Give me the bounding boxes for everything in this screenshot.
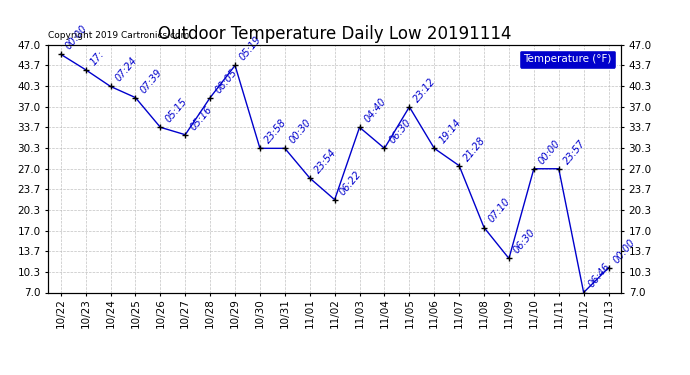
- Text: 05:19: 05:19: [238, 34, 264, 63]
- Text: 07:24: 07:24: [113, 56, 139, 84]
- Text: 23:58: 23:58: [263, 117, 288, 146]
- Text: 00:00: 00:00: [611, 237, 637, 265]
- Legend: Temperature (°F): Temperature (°F): [519, 50, 615, 69]
- Text: 05:16: 05:16: [188, 104, 214, 132]
- Text: 23:12: 23:12: [412, 76, 438, 104]
- Text: 04:40: 04:40: [362, 96, 388, 124]
- Title: Outdoor Temperature Daily Low 20191114: Outdoor Temperature Daily Low 20191114: [158, 26, 511, 44]
- Text: 00:00: 00:00: [63, 23, 89, 51]
- Text: 06:46: 06:46: [586, 262, 612, 290]
- Text: 07:39: 07:39: [138, 67, 164, 95]
- Text: Copyright 2019 Cartronics.com: Copyright 2019 Cartronics.com: [48, 31, 190, 40]
- Text: 06:22: 06:22: [337, 169, 363, 197]
- Text: 23:57: 23:57: [562, 138, 587, 166]
- Text: 06:30: 06:30: [512, 228, 538, 256]
- Text: 00:30: 00:30: [288, 117, 313, 146]
- Text: 08:05: 08:05: [213, 67, 239, 95]
- Text: 05:15: 05:15: [163, 96, 189, 124]
- Text: 06:30: 06:30: [387, 117, 413, 146]
- Text: 21:28: 21:28: [462, 135, 488, 163]
- Text: 00:00: 00:00: [537, 138, 562, 166]
- Text: 07:10: 07:10: [487, 196, 513, 225]
- Text: 17:: 17:: [88, 48, 106, 67]
- Text: 19:14: 19:14: [437, 117, 463, 146]
- Text: 23:54: 23:54: [313, 147, 338, 175]
